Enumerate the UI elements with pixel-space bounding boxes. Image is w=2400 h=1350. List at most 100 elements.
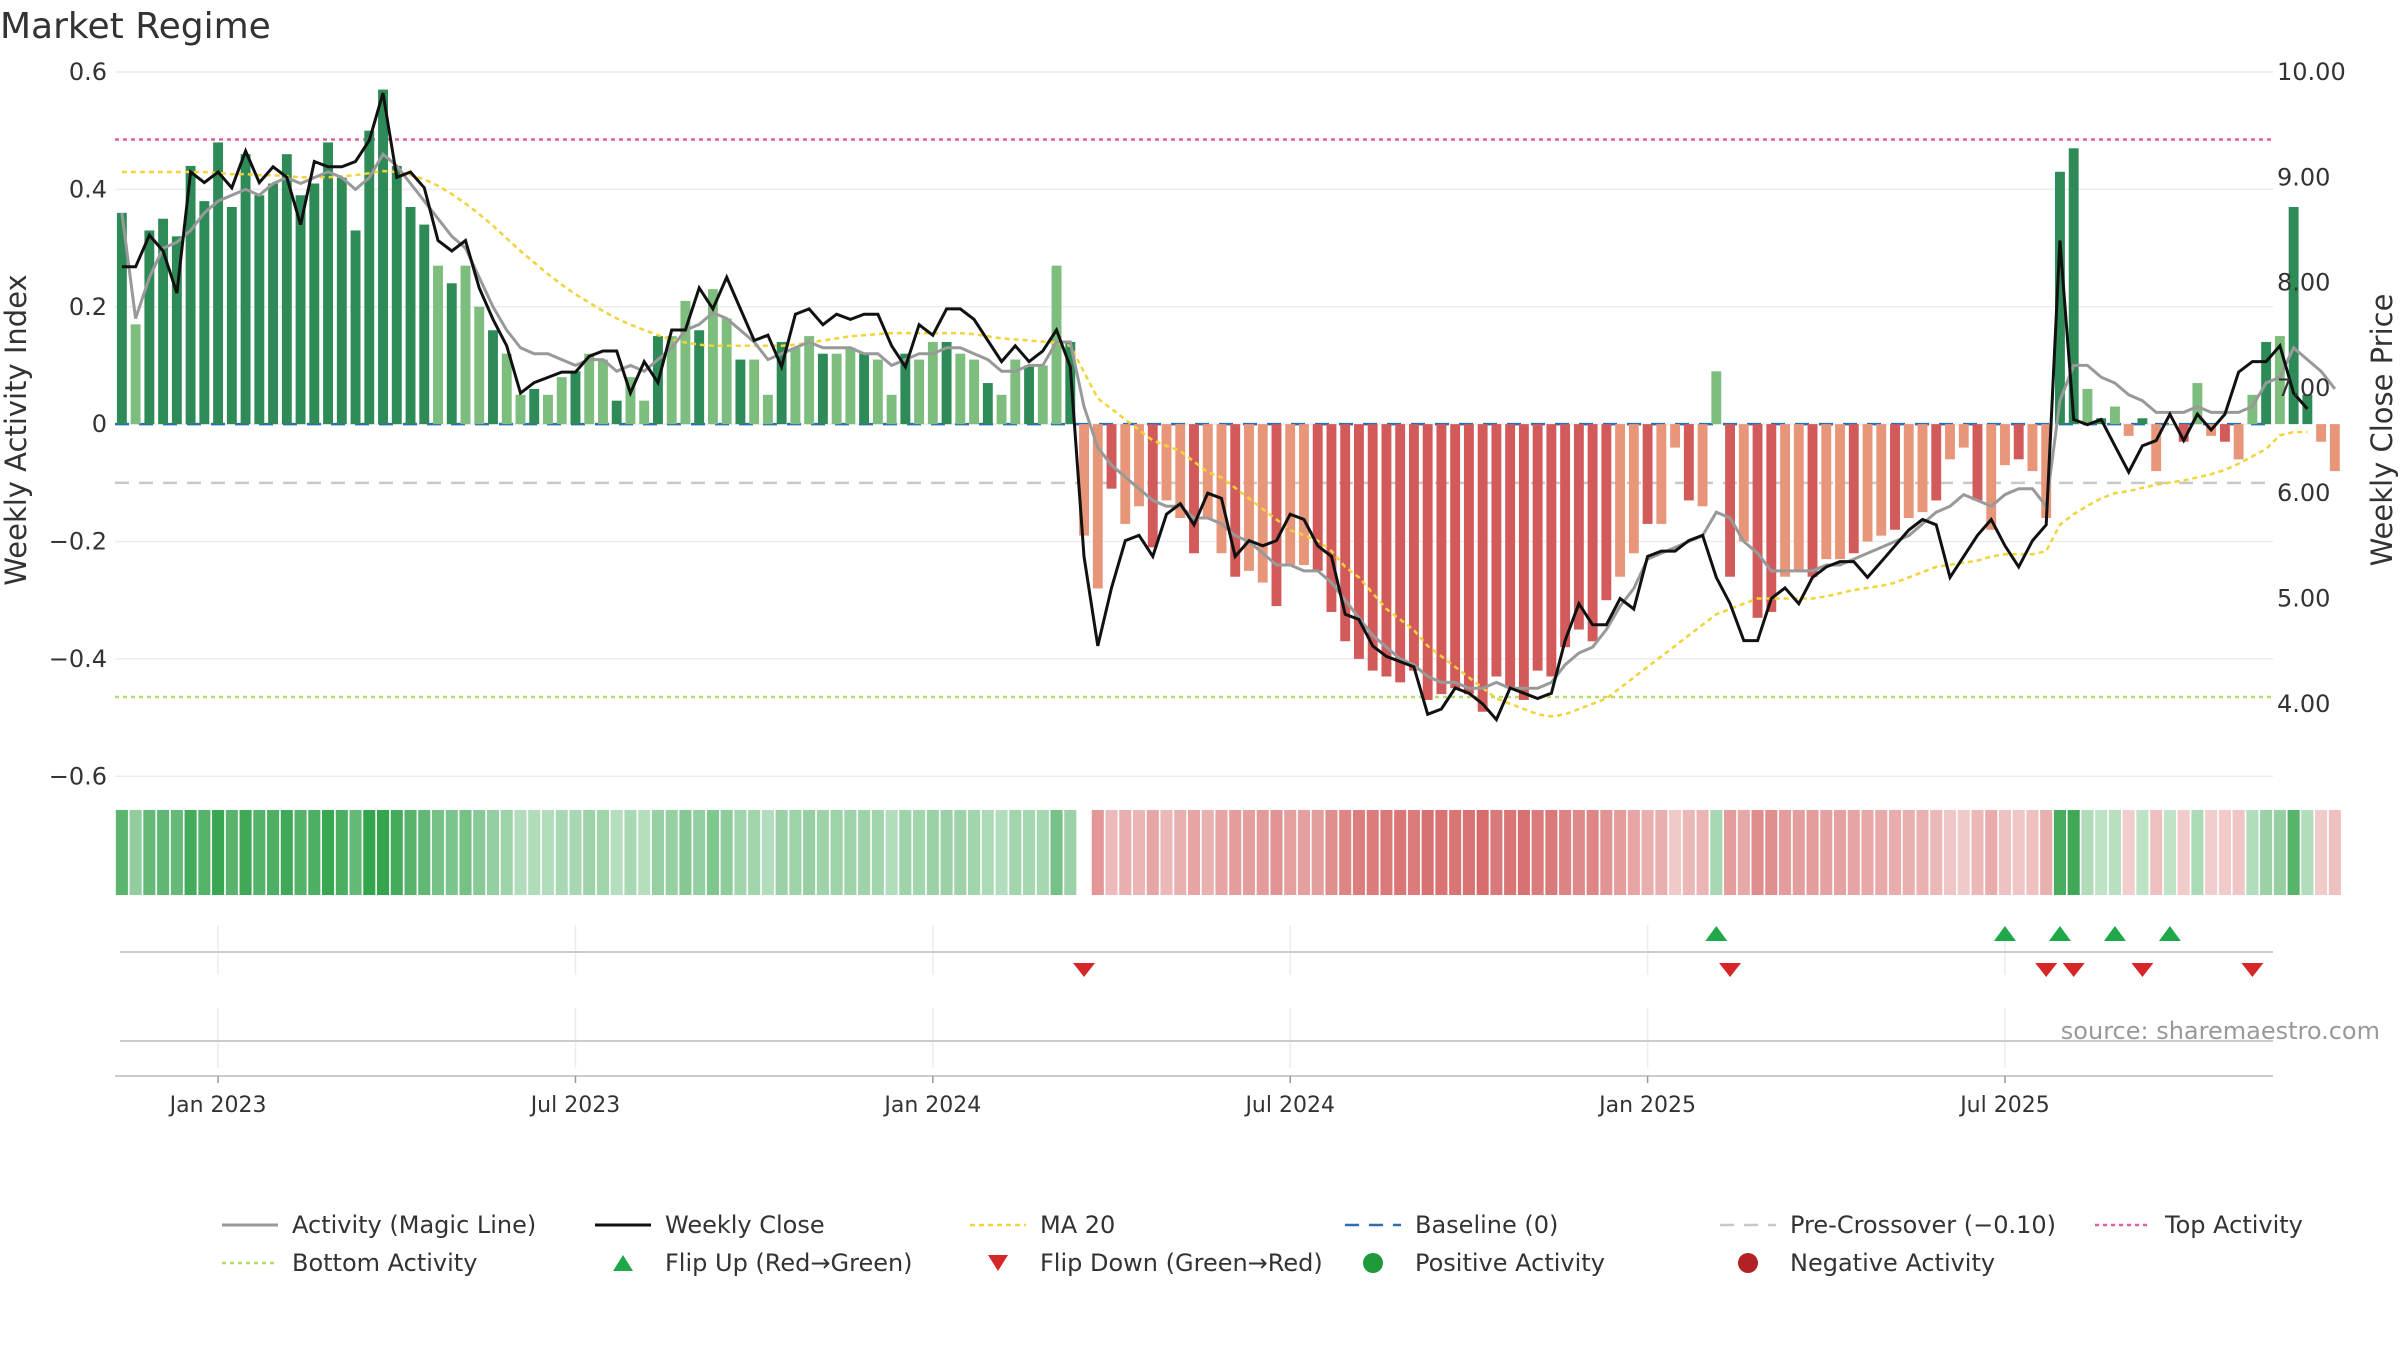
regime-strip-cell <box>1833 810 1847 895</box>
activity-bar <box>2068 148 2079 425</box>
regime-strip-cell <box>1187 810 1201 895</box>
activity-bar <box>2316 424 2327 442</box>
flip-up-marker <box>2103 926 2126 941</box>
activity-bar <box>1257 424 1268 583</box>
regime-strip-cell <box>748 810 761 895</box>
activity-bar <box>171 236 182 425</box>
regime-strip-cell <box>1229 810 1242 895</box>
flip-up-marker <box>2158 926 2181 941</box>
regime-strip-cell <box>2218 810 2231 895</box>
regime-strip-cell <box>1064 810 1077 895</box>
legend-item-neg: Negative Activity <box>1738 1249 1995 1277</box>
regime-strip-cell <box>1916 810 1929 895</box>
regime-strip-cell <box>1531 810 1544 895</box>
regime-strip-cell <box>1119 810 1132 895</box>
activity-bar <box>1037 365 1048 425</box>
legend-item-top: Top Activity <box>2095 1211 2303 1239</box>
regime-strip-cell <box>349 810 362 895</box>
regime-strip-cell <box>1957 810 1970 895</box>
regime-strip-cell <box>212 810 225 895</box>
regime-strip-cell <box>2012 810 2025 895</box>
activity-bar <box>460 265 471 425</box>
regime-strip-cell <box>294 810 307 895</box>
activity-bar <box>1134 424 1144 507</box>
regime-strip-cell <box>1050 810 1063 895</box>
source-note: source: sharemaestro.com <box>2061 1017 2380 1045</box>
activity-bar <box>419 224 430 425</box>
flip-down-marker <box>2062 963 2085 977</box>
ma20-line <box>121 169 2308 718</box>
regime-strip-cell <box>2163 810 2176 895</box>
regime-strip-cell <box>2108 810 2121 895</box>
regime-strip-cell <box>184 810 197 895</box>
activity-bar <box>1560 424 1571 648</box>
regime-strip-cell <box>1572 810 1585 895</box>
activity-bar <box>158 218 169 425</box>
legend-item-flipdown: Flip Down (Green→Red) <box>988 1249 1323 1277</box>
activity-bar <box>790 347 801 425</box>
legend-label: Positive Activity <box>1415 1249 1605 1277</box>
activity-bar <box>1601 424 1612 601</box>
activity-bar <box>1615 424 1626 577</box>
regime-strip-cell <box>1517 810 1530 895</box>
regime-strip-cell <box>1806 810 1819 895</box>
regime-strip-cell <box>1036 810 1049 895</box>
legend-item-ma: MA 20 <box>970 1211 1115 1239</box>
y-tick-label: 0.2 <box>69 293 107 321</box>
x-tick-label: Jan 2023 <box>168 1093 267 1118</box>
activity-bar <box>2178 424 2189 442</box>
regime-strip-cell <box>459 810 472 895</box>
activity-bar <box>474 306 485 425</box>
regime-strip-cell <box>899 810 912 895</box>
activity-bar <box>1079 424 1089 536</box>
activity-bar <box>1010 359 1021 425</box>
activity-bar <box>2192 383 2203 425</box>
activity-bar <box>1518 424 1529 700</box>
x-tick-label: Jul 2024 <box>1243 1093 1335 1118</box>
y2-tick-label: 10.00 <box>2277 58 2346 86</box>
activity-bar <box>281 154 292 425</box>
activity-bar <box>391 165 402 425</box>
regime-strip-cell <box>624 810 637 895</box>
y-tick-label: −0.2 <box>49 528 107 556</box>
regime-strip-cell <box>1091 810 1104 895</box>
regime-strip-cell <box>1476 810 1489 895</box>
activity-bar <box>2041 424 2052 519</box>
activity-bar <box>240 154 251 425</box>
regime-strip-cell <box>2081 810 2094 895</box>
activity-bar <box>927 341 938 425</box>
regime-strip-cell <box>1943 810 1957 895</box>
regime-strip-cell <box>2122 810 2135 895</box>
activity-bar <box>694 330 705 425</box>
activity-bar <box>529 388 540 425</box>
activity-bar <box>1945 424 1955 460</box>
legend-label: Baseline (0) <box>1415 1211 1558 1239</box>
regime-strip-cell <box>734 810 747 895</box>
activity-bar <box>226 206 237 425</box>
regime-strip-cell <box>1998 810 2012 895</box>
activity-bar <box>213 142 224 425</box>
x-axis: Jan 2023 Jul 2023 Jan 2024 Jul 2024 Jan 2025… <box>168 1076 2050 1118</box>
regime-strip-cell <box>1875 810 1888 895</box>
activity-bar <box>1491 424 1502 677</box>
regime-strip-cell <box>2150 810 2163 895</box>
legend-swatch <box>613 1255 633 1271</box>
activity-bar <box>336 177 347 425</box>
regime-strip-cell <box>376 810 390 895</box>
regime-strip-cell <box>706 810 719 895</box>
regime-strip-cell <box>2287 810 2300 895</box>
activity-bar <box>1312 424 1323 571</box>
activity-bar <box>1285 424 1296 565</box>
activity-bar <box>707 289 718 425</box>
series-lines <box>120 92 2337 723</box>
activity-bar <box>268 183 279 425</box>
activity-bar <box>1656 424 1667 524</box>
y2-tick-label: 4.00 <box>2277 690 2330 718</box>
activity-bar <box>364 130 375 425</box>
y2-axis-label: Weekly Close Price <box>2365 294 2399 567</box>
regime-strip-cell <box>1902 810 1915 895</box>
activity-bar <box>1051 265 1062 425</box>
regime-strip-cell <box>1655 810 1668 895</box>
regime-strip-cell <box>418 810 431 895</box>
